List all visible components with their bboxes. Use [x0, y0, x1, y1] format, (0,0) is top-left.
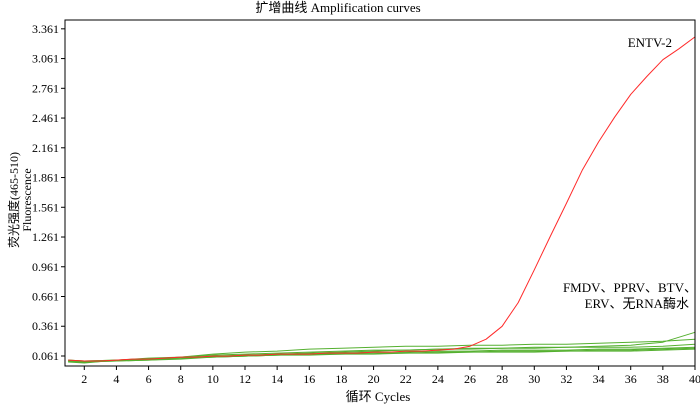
series-line-negative	[68, 343, 696, 362]
x-tick-label: 10	[207, 372, 219, 386]
annotation-negatives-line-2: ERV、无RNA酶水	[585, 296, 689, 311]
x-tick-label: 36	[625, 372, 637, 386]
annotation-entv2: ENTV-2	[628, 35, 672, 50]
x-tick-label: 12	[239, 372, 251, 386]
y-axis-label: 荧光强度(465-510) Fluorescence	[6, 152, 34, 248]
x-tick-label: 18	[335, 372, 347, 386]
y-axis-ticks: 0.061 0.361 0.661 0.961 1.261 1.561 1.861 2.161…	[32, 22, 65, 363]
x-tick-label: 2	[81, 372, 87, 386]
series-line-negative	[68, 348, 696, 363]
y-tick-label: 3.061	[32, 52, 59, 66]
y-tick-label: 0.361	[32, 319, 59, 333]
y-tick-label: 1.861	[32, 171, 59, 185]
y-tick-label: 0.061	[32, 349, 59, 363]
x-tick-label: 8	[178, 372, 184, 386]
x-tick-label: 24	[432, 372, 444, 386]
x-tick-label: 32	[560, 372, 572, 386]
plot-frame	[64, 19, 696, 367]
annotation-negatives-line-1: FMDV、PPRV、BTV、	[563, 280, 697, 295]
y-tick-label: 2.461	[32, 111, 59, 125]
x-tick-label: 34	[593, 372, 605, 386]
y-tick-label: 0.961	[32, 260, 59, 274]
series-layer	[68, 36, 696, 364]
y-tick-label: 0.661	[32, 290, 59, 304]
x-tick-label: 16	[303, 372, 315, 386]
x-axis-ticks: 2 4 6 8 10 12 14 16 18 20 22 24 26 28 30 32 34 36 38 40	[81, 366, 700, 386]
y-axis-label-line-1: 荧光强度(465-510)	[6, 152, 21, 248]
chart-title: 扩增曲线 Amplification curves	[255, 0, 420, 15]
y-tick-label: 1.561	[32, 200, 59, 214]
x-tick-label: 28	[496, 372, 508, 386]
series-line-positive	[68, 36, 696, 362]
x-tick-label: 30	[528, 372, 540, 386]
x-tick-label: 14	[271, 372, 283, 386]
y-tick-label: 3.361	[32, 22, 59, 36]
x-tick-label: 38	[657, 372, 669, 386]
x-axis-label: 循环 Cycles	[346, 389, 411, 404]
x-tick-label: 40	[689, 372, 700, 386]
x-tick-label: 20	[368, 372, 380, 386]
y-tick-label: 2.161	[32, 141, 59, 155]
y-axis-label-line-2: Fluorescence	[20, 168, 34, 231]
y-tick-label: 2.761	[32, 81, 59, 95]
x-tick-label: 26	[464, 372, 476, 386]
y-tick-label: 1.261	[32, 230, 59, 244]
x-tick-label: 4	[113, 372, 119, 386]
x-tick-label: 22	[400, 372, 412, 386]
x-tick-label: 6	[146, 372, 152, 386]
